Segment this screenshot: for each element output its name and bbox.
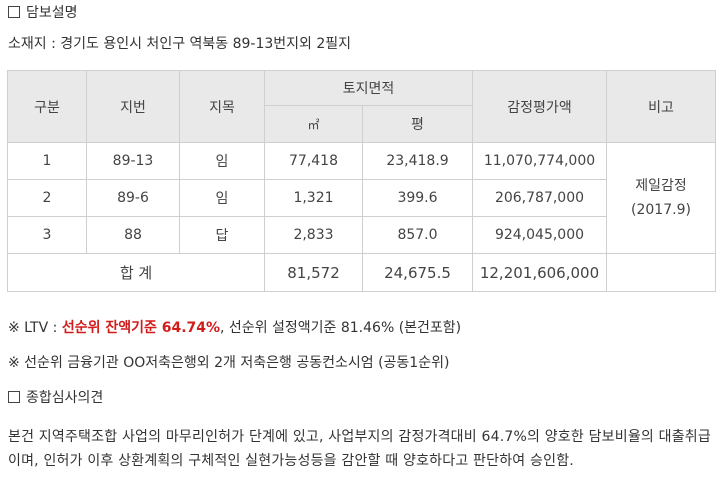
section-title-opinion: 종합심사의견 bbox=[8, 387, 103, 409]
section-title-text: 종합심사의견 bbox=[26, 390, 104, 406]
header-land-area: 토지면적 bbox=[264, 70, 473, 106]
total-pyeong: 24,675.5 bbox=[362, 253, 473, 292]
total-remark-empty bbox=[606, 253, 716, 292]
remark-appraiser: 제일감정 bbox=[635, 178, 687, 194]
total-label: 합 계 bbox=[7, 253, 265, 292]
total-value: 12,201,606,000 bbox=[472, 253, 607, 292]
cell-jibun: 88 bbox=[86, 216, 180, 254]
cell-jibun: 89-13 bbox=[86, 142, 180, 180]
cell-no: 3 bbox=[7, 216, 87, 254]
header-appraisal: 감정평가액 bbox=[472, 70, 607, 143]
lender-note: ※ 선순위 금융기관 OO저축은행외 2개 저축은행 공동컨소시엄 (공동1순위… bbox=[8, 355, 450, 371]
total-row: 합 계 81,572 24,675.5 12,201,606,000 bbox=[7, 253, 716, 292]
total-sqm: 81,572 bbox=[264, 253, 363, 292]
ltv-prefix: ※ LTV : bbox=[8, 320, 62, 336]
cell-sqm: 77,418 bbox=[264, 142, 363, 180]
cell-sqm: 2,833 bbox=[264, 216, 363, 254]
cell-remark: 제일감정 (2017.9) bbox=[606, 142, 716, 254]
table-row: 3 88 답 2,833 857.0 924,045,000 bbox=[7, 216, 716, 254]
table-row: 1 89-13 임 77,418 23,418.9 11,070,774,000… bbox=[7, 142, 716, 254]
ltv-line: ※ LTV : 선순위 잔액기준 64.74%, 선순위 설정액기준 81.46… bbox=[8, 317, 461, 339]
cell-no: 2 bbox=[7, 179, 87, 217]
cell-sqm: 1,321 bbox=[264, 179, 363, 217]
ltv-rest: , 선순위 설정액기준 81.46% (본건포함) bbox=[220, 320, 462, 336]
cell-jimok: 답 bbox=[179, 216, 265, 254]
cell-value: 206,787,000 bbox=[472, 179, 607, 217]
cell-pyeong: 399.6 bbox=[362, 179, 473, 217]
section-title-collateral: 담보설명 bbox=[8, 2, 78, 24]
header-remark: 비고 bbox=[606, 70, 716, 143]
location-line: 소재지 : 경기도 용인시 처인구 역북동 89-13번지외 2필지 bbox=[8, 36, 352, 52]
header-jimok: 지목 bbox=[179, 70, 265, 143]
header-jibun: 지번 bbox=[86, 70, 180, 143]
collateral-table: 구분 지번 지목 토지면적 감정평가액 비고 ㎡ 평 1 89-13 임 77,… bbox=[7, 70, 716, 292]
cell-jimok: 임 bbox=[179, 179, 265, 217]
cell-no: 1 bbox=[7, 142, 87, 180]
remark-date: (2017.9) bbox=[631, 202, 691, 218]
cell-jimok: 임 bbox=[179, 142, 265, 180]
cell-jibun: 89-6 bbox=[86, 179, 180, 217]
cell-value: 11,070,774,000 bbox=[472, 142, 607, 180]
header-area-pyeong: 평 bbox=[362, 105, 473, 143]
cell-value: 924,045,000 bbox=[472, 216, 607, 254]
checkbox-square-icon bbox=[8, 391, 20, 403]
header-gubun: 구분 bbox=[7, 70, 87, 143]
checkbox-square-icon bbox=[8, 6, 20, 18]
ltv-highlight: 선순위 잔액기준 64.74% bbox=[61, 320, 221, 336]
cell-pyeong: 857.0 bbox=[362, 216, 473, 254]
table-row: 2 89-6 임 1,321 399.6 206,787,000 bbox=[7, 179, 716, 217]
opinion-paragraph: 본건 지역주택조합 사업의 마무리인허가 단계에 있고, 사업부지의 감정가격대… bbox=[8, 429, 711, 469]
header-area-sqm: ㎡ bbox=[264, 105, 363, 143]
section-title-text: 담보설명 bbox=[26, 5, 78, 21]
cell-pyeong: 23,418.9 bbox=[362, 142, 473, 180]
